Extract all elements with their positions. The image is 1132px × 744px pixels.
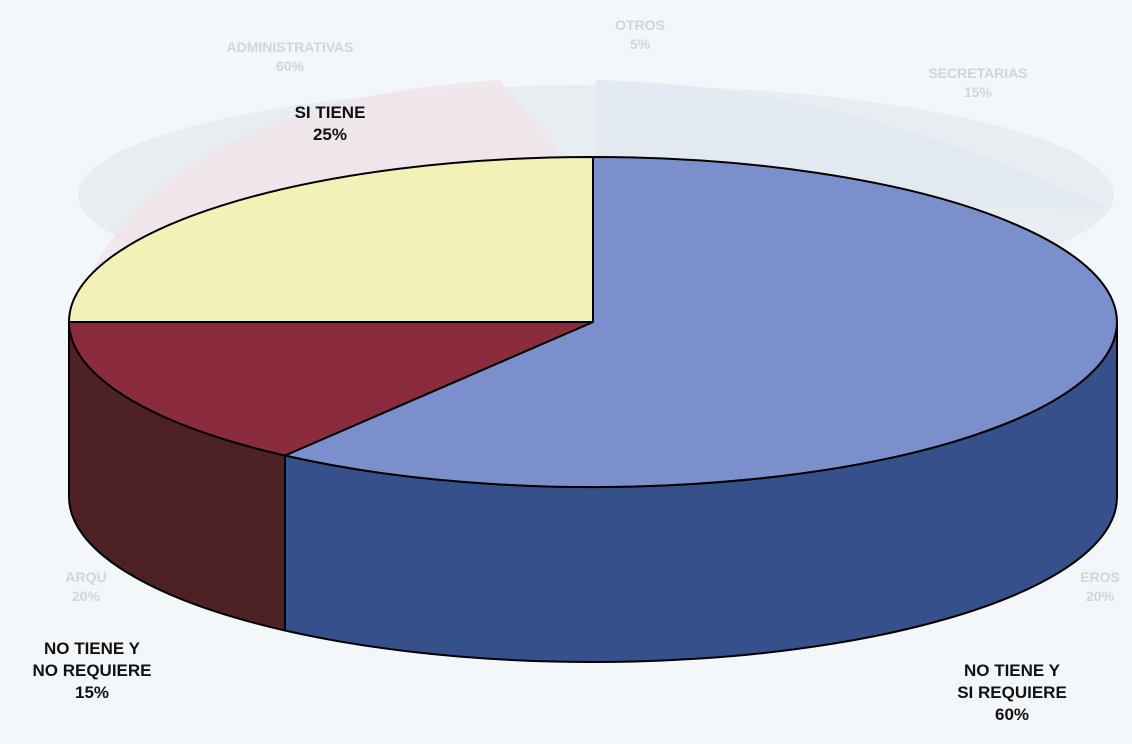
ghost-label-secretarias: SECRETARIAS 15% [928, 64, 1027, 102]
slice-label-value: 60% [994, 705, 1030, 724]
ghost-label-line: ARQU [65, 569, 107, 585]
pie-slice-top-0 [284, 156, 1118, 488]
ghost-label-administrativas: ADMINISTRATIVAS 60% [226, 38, 353, 76]
slice-label-no-tiene-si-requiere: NO TIENE Y SI REQUIERE 60% [957, 660, 1067, 726]
ghost-label-line: 20% [1085, 588, 1115, 604]
ghost-label-arqu: ARQU 20% [65, 568, 106, 606]
pie-slice-top-2 [68, 156, 594, 323]
slice-label-si-tiene: SI TIENE 25% [295, 102, 366, 146]
ghost-label-eros: EROS 20% [1080, 568, 1120, 606]
ghost-label-line: SECRETARIAS [928, 65, 1028, 81]
ghost-label-line: 20% [71, 588, 101, 604]
slice-label-value: 15% [74, 683, 110, 702]
slice-label-no-tiene-no-requiere: NO TIENE Y NO REQUIERE 15% [32, 638, 151, 704]
pie-slice-top-1 [68, 321, 594, 457]
ghost-label-line: OTROS [615, 17, 665, 33]
ghost-label-line: 15% [963, 84, 993, 100]
pie-tops [68, 156, 1118, 488]
ghost-label-line: ADMINISTRATIVAS [226, 39, 354, 55]
ghost-label-line: 5% [629, 36, 651, 52]
slice-label-value: 25% [312, 125, 348, 144]
slice-label-text: SI TIENE [294, 103, 366, 122]
ghost-label-line: EROS [1080, 569, 1120, 585]
ghost-label-otros: OTROS 5% [615, 16, 665, 54]
slice-label-text: SI REQUIERE [957, 683, 1067, 702]
slice-label-text: NO TIENE Y [43, 639, 141, 658]
slice-label-text: NO TIENE Y [963, 661, 1061, 680]
slice-label-text: NO REQUIERE [32, 661, 152, 680]
ghost-label-line: 60% [275, 58, 305, 74]
